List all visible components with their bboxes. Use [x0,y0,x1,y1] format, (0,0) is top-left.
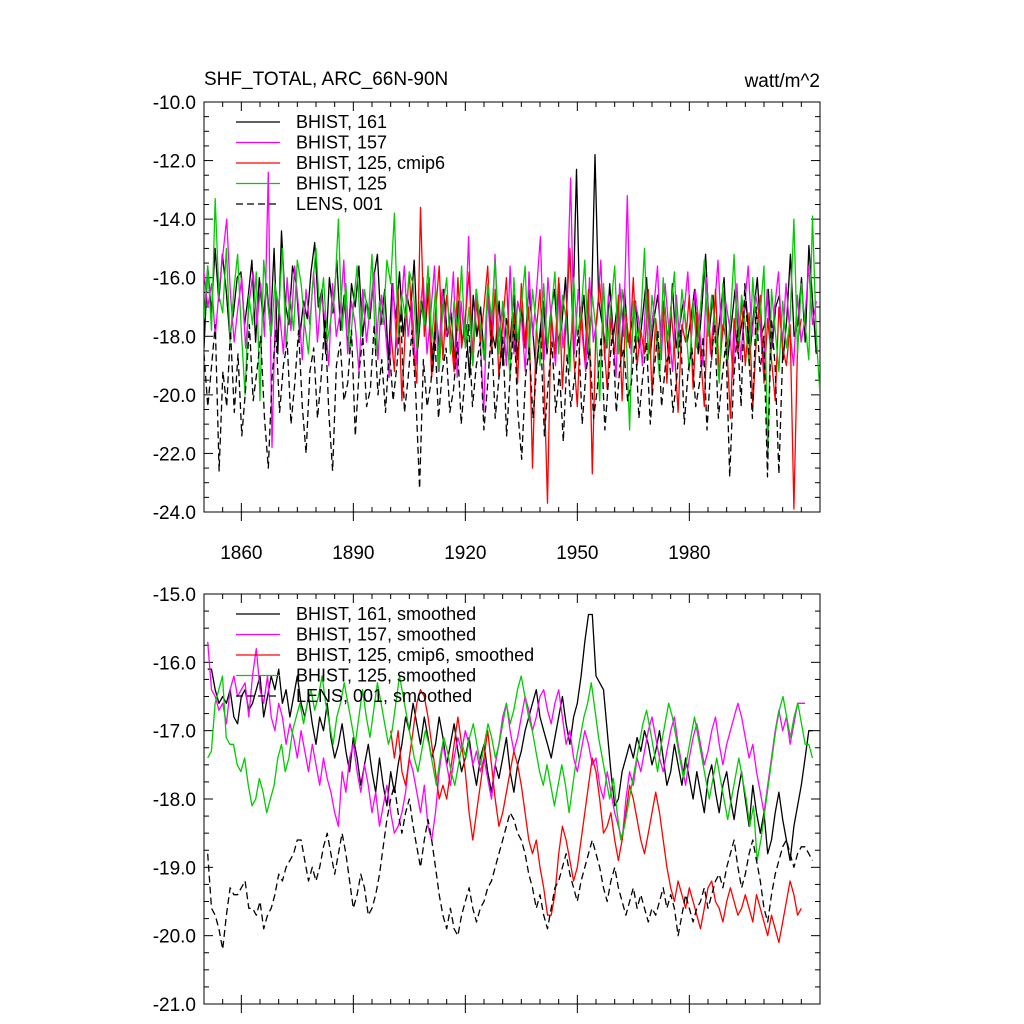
top-x-tick-label: 1890 [332,543,374,564]
top-series-line-3 [204,197,820,458]
top-x-tick-label: 1920 [444,543,486,564]
top-y-tick-label: -10.0 [153,93,196,114]
bottom-legend-label: LENS, 001, smoothed [296,686,472,706]
top-legend-label: LENS, 001 [296,194,383,214]
bottom-y-tick-label: -20.0 [153,927,196,948]
top-y-tick-label: -22.0 [153,444,196,465]
bottom-series-line-2 [390,689,802,944]
bottom-y-tick-label: -21.0 [153,995,196,1016]
top-series-line-4 [204,282,784,490]
top-y-tick-label: -14.0 [153,210,196,231]
bottom-y-tick-label: -18.0 [153,790,196,811]
top-legend-label: BHIST, 125 [296,174,387,194]
top-y-tick-label: -20.0 [153,386,196,407]
bottom-y-tick-label: -17.0 [153,722,196,743]
top-y-tick-label: -12.0 [153,152,196,173]
bottom-legend-label: BHIST, 157, smoothed [296,625,476,645]
bottom-panel: -21.0 -20.0 -19.0 -18.0 -17.0 -16.0 -15.0 BHIST… [153,585,821,1016]
top-y-tick-label: -24.0 [153,503,196,524]
units-label: watt/m^2 [744,71,820,92]
bottom-y-tick-label: -16.0 [153,653,196,674]
top-x-tick-label: 1950 [556,543,598,564]
top-x-tick-label: 1980 [668,543,710,564]
top-legend-label: BHIST, 161 [296,112,387,132]
bottom-legend-label: BHIST, 161, smoothed [296,604,476,624]
bottom-series-line-4 [207,784,814,950]
bottom-legend-label: BHIST, 125, cmip6, smoothed [296,645,534,665]
bottom-y-tick-label: -15.0 [153,585,196,606]
bottom-legend-label: BHIST, 125, smoothed [296,666,476,686]
top-y-tick-label: -16.0 [153,269,196,290]
bottom-y-tick-label: -19.0 [153,858,196,879]
bottom-series-line-3 [207,675,814,862]
top-legend-label: BHIST, 157 [296,133,387,153]
top-y-tick-label: -18.0 [153,327,196,348]
top-panel: 1860 1890 1920 1950 1980 -24.0 -22.0 -20.0 -18.0… [153,93,821,564]
chart-title: SHF_TOTAL, ARC_66N-90N [204,69,448,90]
top-series-line-2 [390,206,802,510]
top-x-tick-label: 1860 [220,543,262,564]
top-legend-label: BHIST, 125, cmip6 [296,153,445,173]
